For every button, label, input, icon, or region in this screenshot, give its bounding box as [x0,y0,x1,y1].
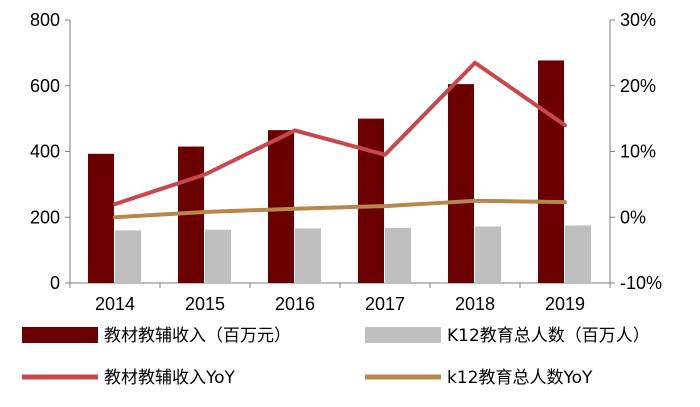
x-tick-label: 2018 [455,294,495,314]
bar-students-2019 [565,225,591,283]
right-tick-label: -10% [620,273,662,293]
right-tick-label: 30% [620,10,656,30]
x-tick-label: 2016 [275,294,315,314]
bar-students-2017 [385,227,411,283]
x-tick-label: 2015 [185,294,225,314]
left-tick-label: 200 [30,207,60,227]
bar-revenue-2014 [88,153,114,283]
bar-students-2014 [115,230,141,283]
legend-label: K12教育总人数（百万人） [447,326,650,346]
bar-revenue-2018 [448,84,474,283]
right-tick-label: 10% [620,142,656,162]
left-tick-label: 800 [30,10,60,30]
left-tick-label: 400 [30,142,60,162]
revenue-yoy-line [113,60,567,207]
left-tick-label: 0 [50,273,60,293]
bar-revenue-2017 [358,118,384,283]
legend-label: k12教育总人数YoY [447,368,593,388]
legend-label: 教材教辅收入（百万元） [104,326,291,346]
bar-students-2015 [205,229,231,283]
legend-label: 教材教辅收入YoY [104,368,236,388]
bar-students-2018 [475,226,501,283]
x-tick-label: 2014 [95,294,135,314]
x-tick-label: 2017 [365,294,405,314]
legend-swatch [365,327,441,343]
legend-swatch [22,327,98,343]
x-tick-label: 2019 [545,294,585,314]
right-tick-label: 0% [620,207,646,227]
bar-revenue-2016 [268,130,294,283]
bar-revenue-2019 [538,60,564,283]
right-tick-label: 20% [620,76,656,96]
students-yoy-line [113,198,567,220]
left-tick-label: 600 [30,76,60,96]
bar-students-2016 [295,228,321,283]
